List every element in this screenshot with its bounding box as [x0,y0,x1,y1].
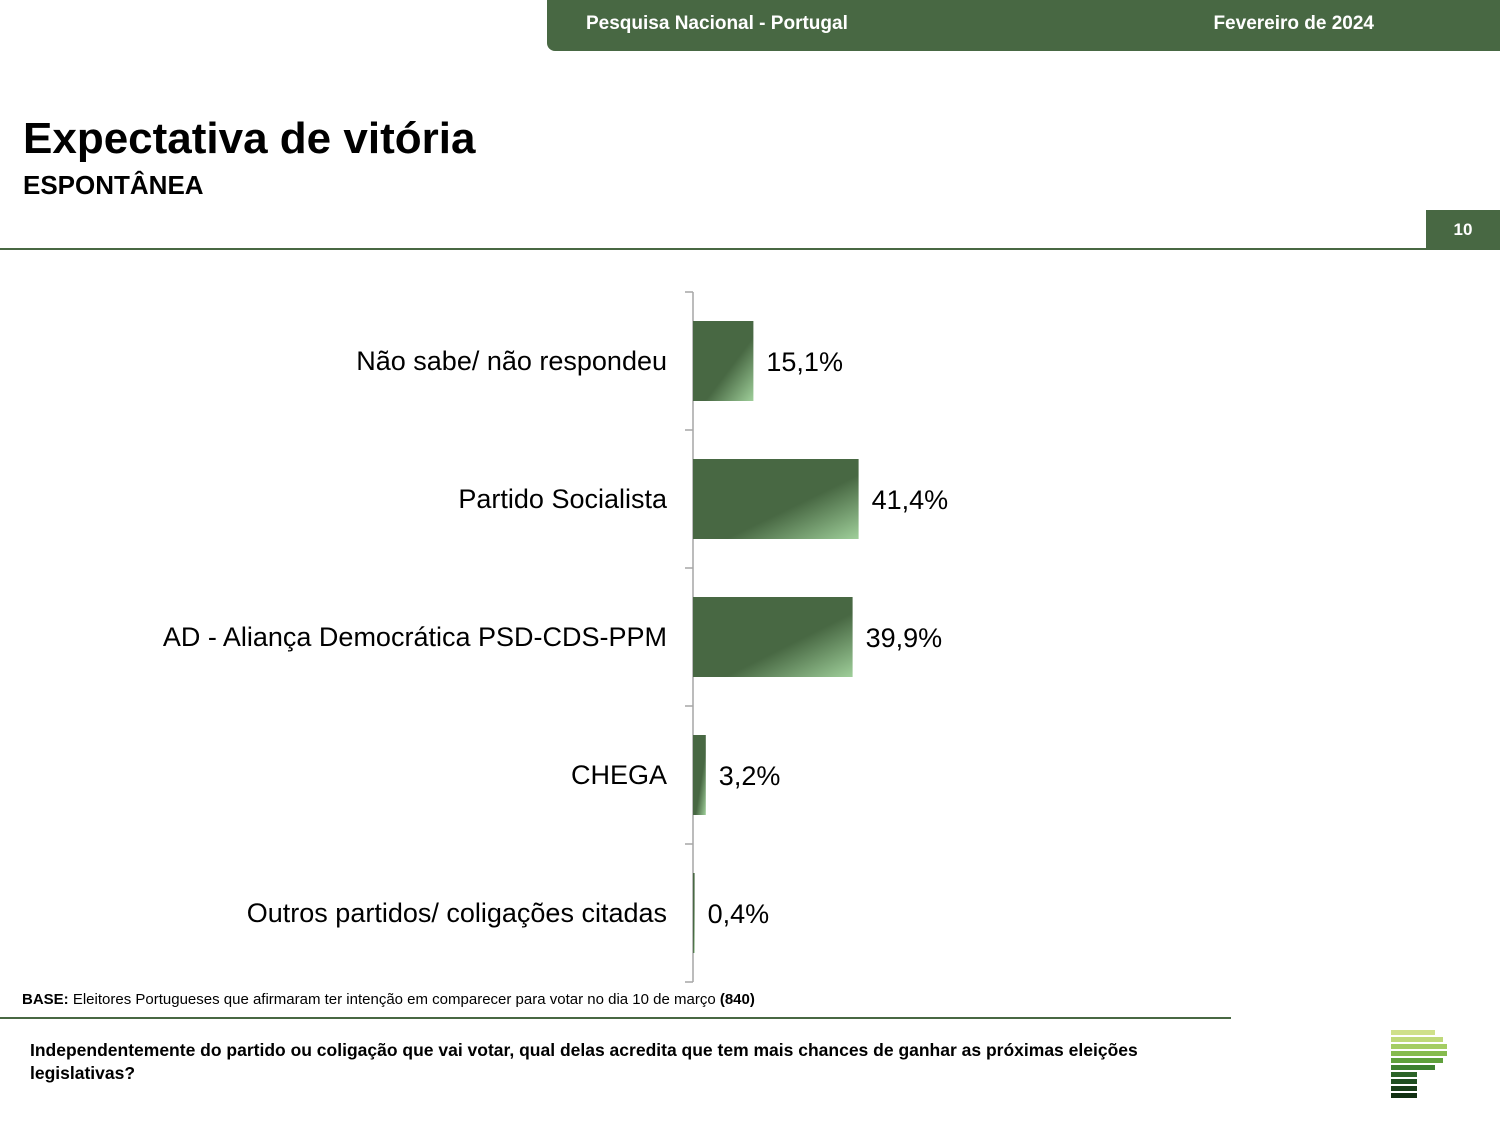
base-text: Eleitores Portugueses que afirmaram ter … [72,991,716,1008]
page-subtitle: ESPONTÂNEA [23,170,204,200]
category-label: Partido Socialista [458,484,668,514]
bar-chart: Não sabe/ não respondeu 15,1% Partido Soci… [163,291,949,983]
bar [693,735,706,815]
brand-logo [1391,1030,1447,1098]
data-label: 41,4% [872,485,949,515]
data-label: 0,4% [708,899,770,929]
bar [693,321,754,401]
base-note: BASE: Eleitores Portugueses que afirmara… [22,991,755,1008]
survey-question: Independentemente do partido ou coligaçã… [30,1040,1138,1083]
header-bar: Pesquisa Nacional - Portugal Fevereiro d… [547,0,1500,51]
page-title: Expectativa de vitória [23,114,476,163]
data-label: 39,9% [866,623,943,653]
data-label: 15,1% [766,347,843,377]
page-number: 10 [1426,210,1500,249]
footer-divider [0,1017,1231,1019]
category-label: Não sabe/ não respondeu [356,346,667,376]
category-label: Outros partidos/ coligações citadas [247,898,667,928]
category-label: CHEGA [571,760,667,790]
date-label: Fevereiro de 2024 [1213,13,1374,34]
base-label: BASE: [22,991,69,1008]
bar [693,459,859,539]
base-count: (840) [719,991,755,1008]
data-label: 3,2% [719,761,781,791]
survey-label: Pesquisa Nacional - Portugal [586,13,848,34]
category-label: AD - Aliança Democrática PSD-CDS-PPM [163,622,667,652]
bar [693,597,853,677]
bar [693,873,695,953]
header-divider [0,248,1500,250]
